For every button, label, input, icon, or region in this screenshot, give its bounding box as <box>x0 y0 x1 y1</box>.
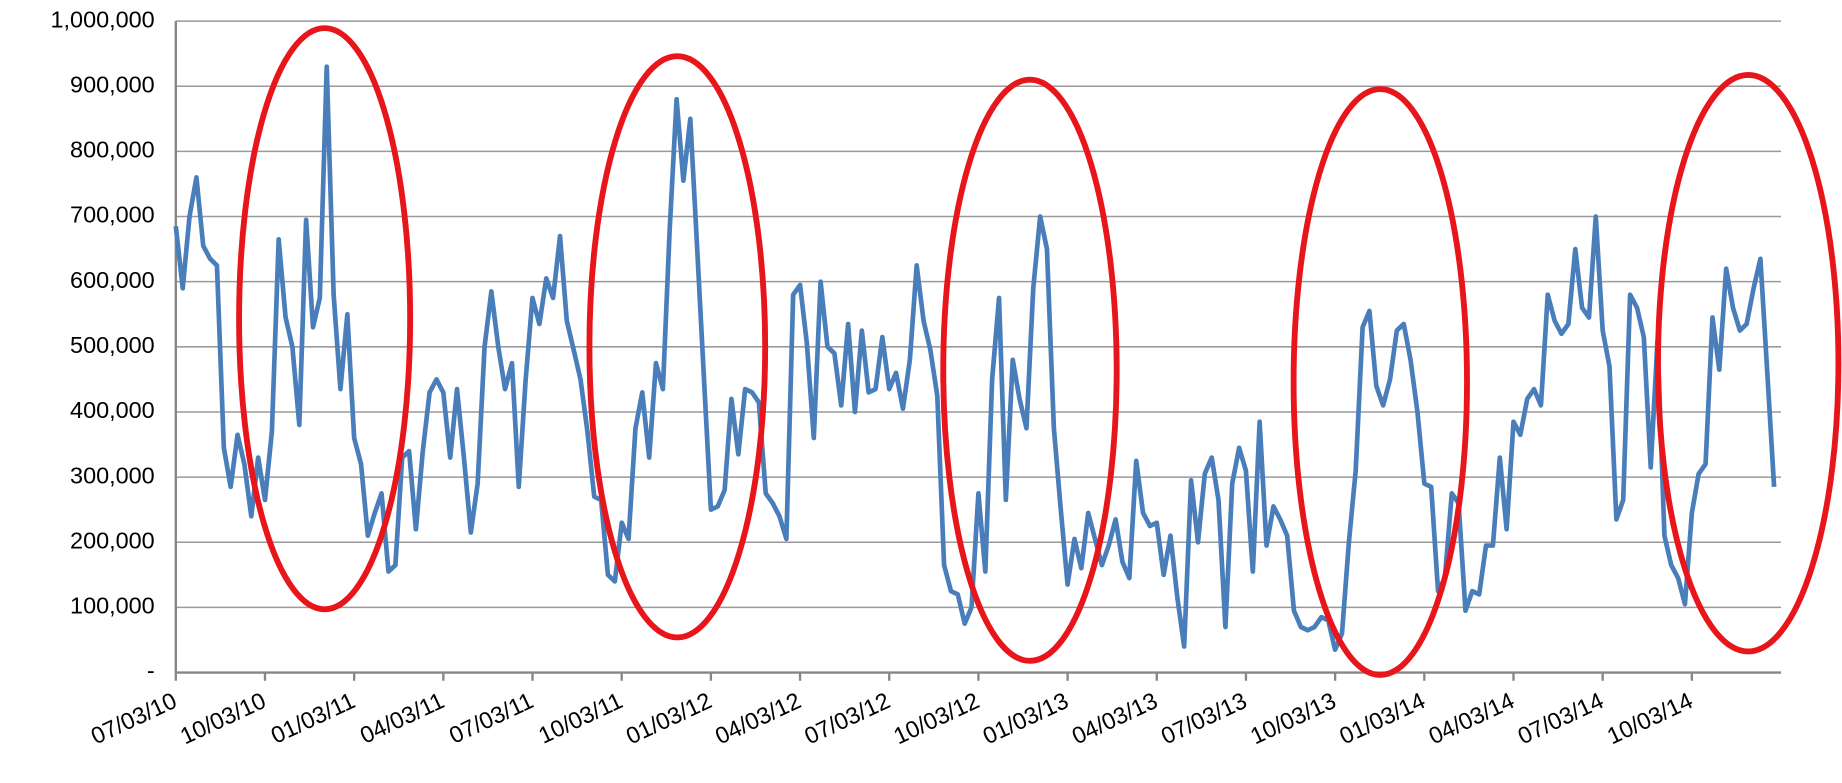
highlight-ellipse <box>940 76 1120 664</box>
grid: - 100,000 200,000 300,000 400,000 500,000 600,… <box>51 6 1782 749</box>
x-tick-label: 01/03/13 <box>979 687 1073 749</box>
x-tick-label: 04/03/12 <box>711 687 805 749</box>
x-tick-label: 10/03/12 <box>890 687 984 749</box>
y-tick-label: 500,000 <box>70 332 155 358</box>
y-tick-label: 1,000,000 <box>51 6 155 32</box>
highlight-ellipse <box>236 25 414 613</box>
x-tick-label: 01/03/14 <box>1335 687 1429 749</box>
y-tick-label: 900,000 <box>70 71 155 97</box>
data-line <box>173 64 1777 653</box>
x-tick-label: 10/03/10 <box>176 687 270 749</box>
highlight-ellipse <box>1655 72 1842 655</box>
y-tick-label: 600,000 <box>70 267 155 293</box>
highlight-ellipse <box>1290 86 1470 678</box>
x-tick-label: 07/03/14 <box>1514 687 1608 749</box>
y-tick-label: 300,000 <box>70 462 155 488</box>
x-tick-label: 07/03/12 <box>800 687 894 749</box>
y-tick-label: 800,000 <box>70 137 155 163</box>
plot <box>173 64 1777 653</box>
x-tick-label: 01/03/12 <box>622 687 716 749</box>
highlight-ellipse <box>586 53 769 641</box>
x-tick-label: 10/03/11 <box>534 687 626 748</box>
x-tick-label: 07/03/13 <box>1157 687 1251 749</box>
y-tick-label: 200,000 <box>70 527 155 553</box>
x-tick-label: 04/03/14 <box>1425 687 1519 749</box>
x-tick-label: 10/03/14 <box>1603 687 1697 749</box>
x-tick-label: 01/03/11 <box>267 687 359 748</box>
y-tick-label: 700,000 <box>70 202 155 228</box>
y-tick-label: 400,000 <box>70 397 155 423</box>
x-tick-label: 04/03/11 <box>356 687 448 748</box>
y-tick-label: - <box>147 658 155 684</box>
x-tick-label: 07/03/10 <box>87 687 181 749</box>
x-tick-label: 10/03/13 <box>1246 687 1340 749</box>
x-tick-label: 07/03/11 <box>445 687 537 748</box>
y-tick-label: 100,000 <box>70 593 155 619</box>
x-tick-label: 04/03/13 <box>1068 687 1162 749</box>
annotations <box>236 25 1842 678</box>
